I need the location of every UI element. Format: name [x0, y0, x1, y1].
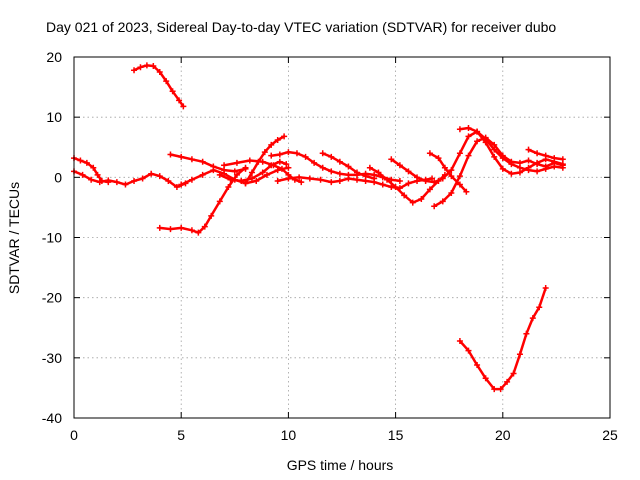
x-tick-label: 5	[177, 427, 185, 443]
series-arc-3	[131, 62, 186, 109]
data-point	[328, 179, 334, 185]
x-tick-label: 10	[281, 427, 297, 443]
data-point	[157, 225, 163, 231]
data-point	[167, 151, 173, 157]
data-point	[345, 176, 351, 182]
data-point	[517, 160, 523, 166]
data-point	[354, 177, 360, 183]
data-point	[178, 225, 184, 231]
data-point	[560, 156, 566, 162]
y-tick-label: 20	[46, 49, 62, 65]
data-point	[114, 179, 120, 185]
data-point	[277, 151, 283, 157]
data-point	[397, 178, 403, 184]
y-axis-title: SDTVAR / TECUs	[6, 182, 22, 294]
y-tick-label: -40	[42, 410, 62, 426]
data-point	[457, 126, 463, 132]
series-arc-1	[71, 168, 188, 190]
data-point	[268, 153, 274, 159]
x-tick-label: 15	[388, 427, 404, 443]
data-point	[534, 168, 540, 174]
data-point	[247, 157, 253, 163]
series-layer	[71, 62, 566, 392]
data-point	[234, 160, 240, 166]
x-tick-label: 0	[70, 427, 78, 443]
y-tick-label: -20	[42, 290, 62, 306]
series-arc-14	[388, 129, 566, 186]
x-axis-title: GPS time / hours	[287, 457, 394, 473]
data-point	[189, 156, 195, 162]
grid	[74, 57, 610, 418]
sdtvar-chart: Day 021 of 2023, Sidereal Day-to-day VTE…	[0, 0, 640, 480]
data-point	[307, 176, 313, 182]
data-point	[144, 62, 150, 68]
data-point	[221, 162, 227, 168]
y-tick-label: 0	[54, 169, 62, 185]
data-point	[285, 149, 291, 155]
data-point	[275, 178, 281, 184]
series-line	[434, 138, 563, 207]
data-point	[337, 171, 343, 177]
series-line	[460, 288, 546, 389]
data-point	[167, 226, 173, 232]
data-point	[543, 153, 549, 159]
y-tick-label: 10	[46, 109, 62, 125]
data-point	[337, 178, 343, 184]
data-point	[517, 351, 523, 357]
data-point	[543, 285, 549, 291]
axis-ticks: 0 5 10 15 20 25 -40 -30 -20 -10 0 10 20	[42, 49, 618, 443]
x-tick-label: 20	[495, 427, 511, 443]
y-tick-label: -30	[42, 350, 62, 366]
data-point	[178, 154, 184, 160]
y-tick-label: -10	[42, 230, 62, 246]
x-tick-label: 25	[602, 427, 618, 443]
chart-title: Day 021 of 2023, Sidereal Day-to-day VTE…	[46, 19, 556, 35]
series-arc-17	[427, 150, 469, 195]
data-point	[380, 182, 386, 188]
